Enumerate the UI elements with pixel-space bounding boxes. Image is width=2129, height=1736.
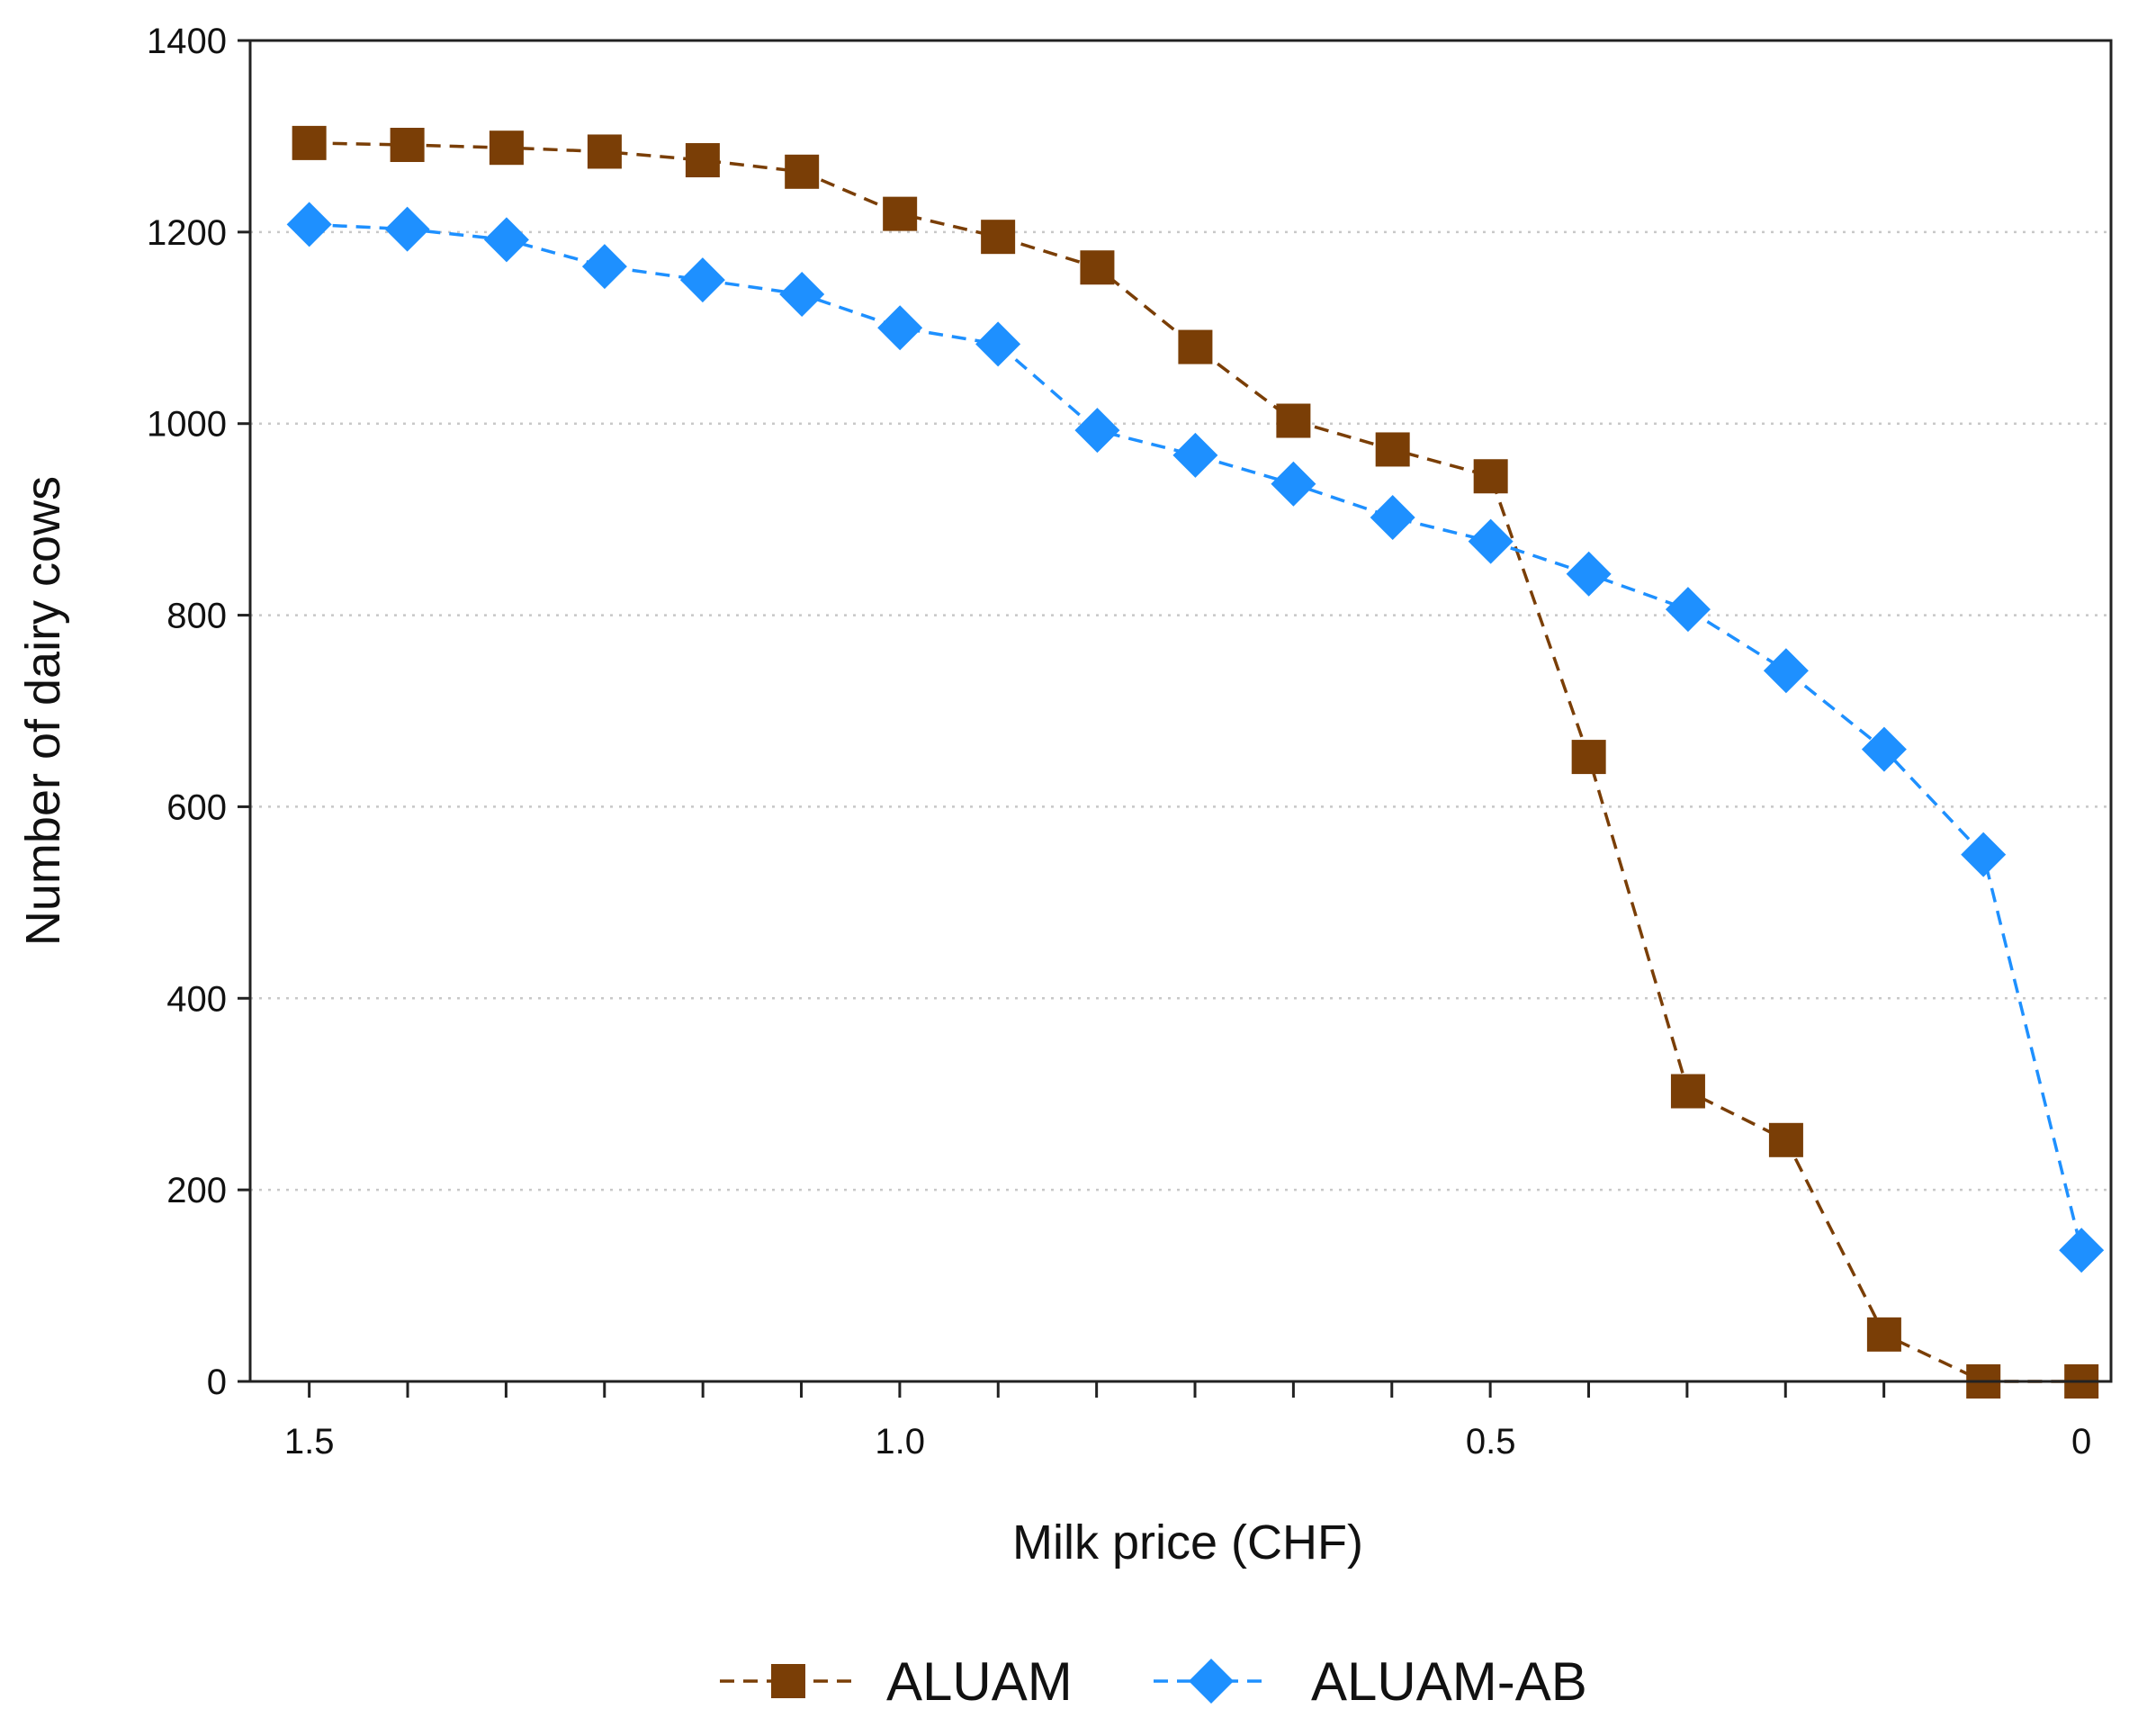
data-point: [587, 134, 622, 169]
data-point: [1861, 726, 1907, 772]
data-point: [1866, 1317, 1901, 1352]
x-tick-label: 0: [2071, 1422, 2091, 1462]
data-point: [384, 206, 430, 252]
data-point: [1571, 740, 1606, 775]
plot-frame: [248, 39, 2113, 1383]
x-tick-label: 1.5: [284, 1422, 335, 1462]
y-tick-label: 400: [166, 979, 227, 1019]
legend: ALUAM ALUAM-AB: [720, 1651, 1587, 1712]
x-axis-title: Milk price (CHF): [1012, 1516, 1363, 1570]
legend-marker: [1189, 1659, 1234, 1704]
series-line: [309, 222, 2083, 1251]
data-point: [1074, 408, 1120, 454]
data-point: [581, 244, 627, 290]
data-point: [286, 202, 332, 247]
series-square: [292, 125, 2099, 1399]
data-point: [883, 196, 918, 231]
legend-marker: [771, 1664, 805, 1698]
series-layer: [286, 125, 2105, 1399]
data-point: [1961, 832, 2007, 877]
data-point: [1665, 587, 1711, 633]
data-point: [1763, 648, 1809, 694]
legend-label: ALUAM: [886, 1651, 1073, 1712]
grid-lines: [250, 230, 2111, 1192]
legend-item: ALUAM-AB: [1154, 1651, 1587, 1712]
data-point: [685, 143, 720, 178]
y-tick-label: 1400: [147, 22, 227, 61]
data-point: [1178, 329, 1213, 364]
data-point: [877, 305, 923, 351]
y-tick-label: 0: [207, 1363, 227, 1402]
y-tick-label: 600: [166, 787, 227, 827]
data-point: [292, 125, 327, 160]
data-point: [1670, 1074, 1705, 1109]
data-point: [1473, 459, 1508, 494]
y-tick-label: 1200: [147, 213, 227, 253]
y-tick-label: 1000: [147, 405, 227, 445]
data-point: [779, 272, 825, 318]
data-point: [785, 154, 820, 189]
data-point: [483, 217, 529, 263]
y-tick-label: 200: [166, 1171, 227, 1210]
data-point: [1375, 432, 1410, 467]
legend-label: ALUAM-AB: [1311, 1651, 1587, 1712]
data-point: [1172, 432, 1218, 478]
data-point: [981, 220, 1016, 255]
x-tick-label: 1.0: [875, 1422, 925, 1462]
y-axis: 0 200 400 600 800 1000 1200 1400: [147, 22, 250, 1402]
series-diamond: [286, 202, 2105, 1273]
y-tick-label: 800: [166, 597, 227, 636]
data-point: [390, 128, 425, 163]
data-point: [679, 257, 725, 303]
data-point: [1768, 1122, 1803, 1157]
series-line: [309, 141, 2082, 1383]
data-point: [1276, 403, 1311, 438]
x-tick-label: 0.5: [1466, 1422, 1516, 1462]
data-point: [1370, 495, 1415, 541]
data-point: [975, 321, 1021, 367]
data-point: [1080, 250, 1115, 285]
data-point: [1566, 551, 1612, 597]
data-point: [2059, 1228, 2105, 1273]
data-point: [1271, 461, 1316, 507]
y-axis-title: Number of dairy cows: [16, 476, 70, 946]
legend-item: ALUAM: [720, 1651, 1073, 1712]
x-axis: 1.5 1.0 0.5 0: [284, 1381, 2091, 1462]
data-point: [1468, 518, 1514, 564]
data-point: [489, 130, 524, 166]
